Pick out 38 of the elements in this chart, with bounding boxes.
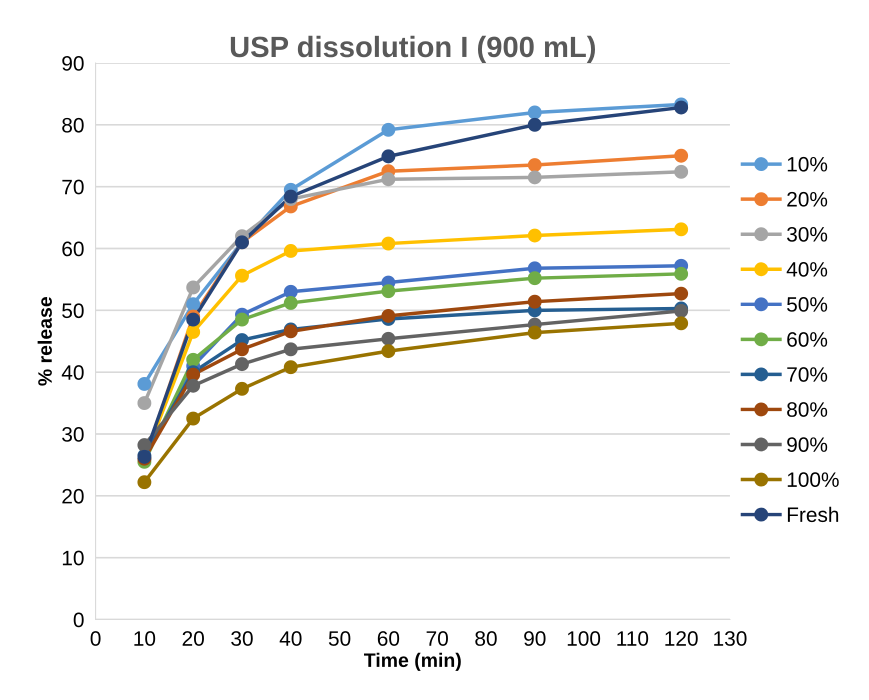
legend-label: 100% xyxy=(788,472,839,488)
legend-label: 20% xyxy=(787,192,828,207)
legend-label: Fresh xyxy=(788,506,838,522)
x-tick-label: 0 xyxy=(90,631,101,646)
legend-label: 50% xyxy=(787,297,828,312)
y-tick-label: 80 xyxy=(62,118,84,133)
y-tick-label: 70 xyxy=(62,180,84,194)
x-tick-label: 130 xyxy=(714,631,747,646)
y-tick-label: 90 xyxy=(62,56,84,71)
y-tick-label: 0 xyxy=(74,612,84,628)
y-tick-label: 20 xyxy=(62,488,84,504)
x-axis-title: Time (min) xyxy=(364,652,461,671)
x-tick-label: 100 xyxy=(568,631,600,646)
x-tick-label: 40 xyxy=(280,631,302,646)
y-tick-label: 60 xyxy=(62,242,84,256)
x-tick-label: 60 xyxy=(378,631,400,646)
x-tick-label: 70 xyxy=(426,631,448,646)
legend-label: 70% xyxy=(787,367,828,382)
x-tick-label: 90 xyxy=(524,631,546,646)
y-axis-title: % release xyxy=(38,297,52,386)
y-tick-label: 50 xyxy=(62,303,84,318)
legend-label: 60% xyxy=(787,332,828,347)
legend-label: 10% xyxy=(788,156,828,172)
chart-title: USP dissolution I (900 mL) xyxy=(230,36,596,63)
y-tick-label: 40 xyxy=(62,365,84,380)
y-tick-label: 10 xyxy=(62,550,84,566)
legend-label: 30% xyxy=(787,226,828,242)
legend-label: 80% xyxy=(787,402,828,417)
x-tick-label: 50 xyxy=(328,631,350,646)
x-tick-label: 10 xyxy=(134,631,156,646)
x-tick-label: 30 xyxy=(231,631,253,646)
x-tick-label: 120 xyxy=(665,631,698,646)
y-tick-label: 30 xyxy=(62,427,84,442)
legend-label: 90% xyxy=(787,437,828,452)
x-tick-label: 20 xyxy=(182,631,204,646)
legend-label: 40% xyxy=(786,262,828,277)
x-tick-label: 80 xyxy=(475,631,497,646)
x-tick-label: 110 xyxy=(617,631,648,646)
